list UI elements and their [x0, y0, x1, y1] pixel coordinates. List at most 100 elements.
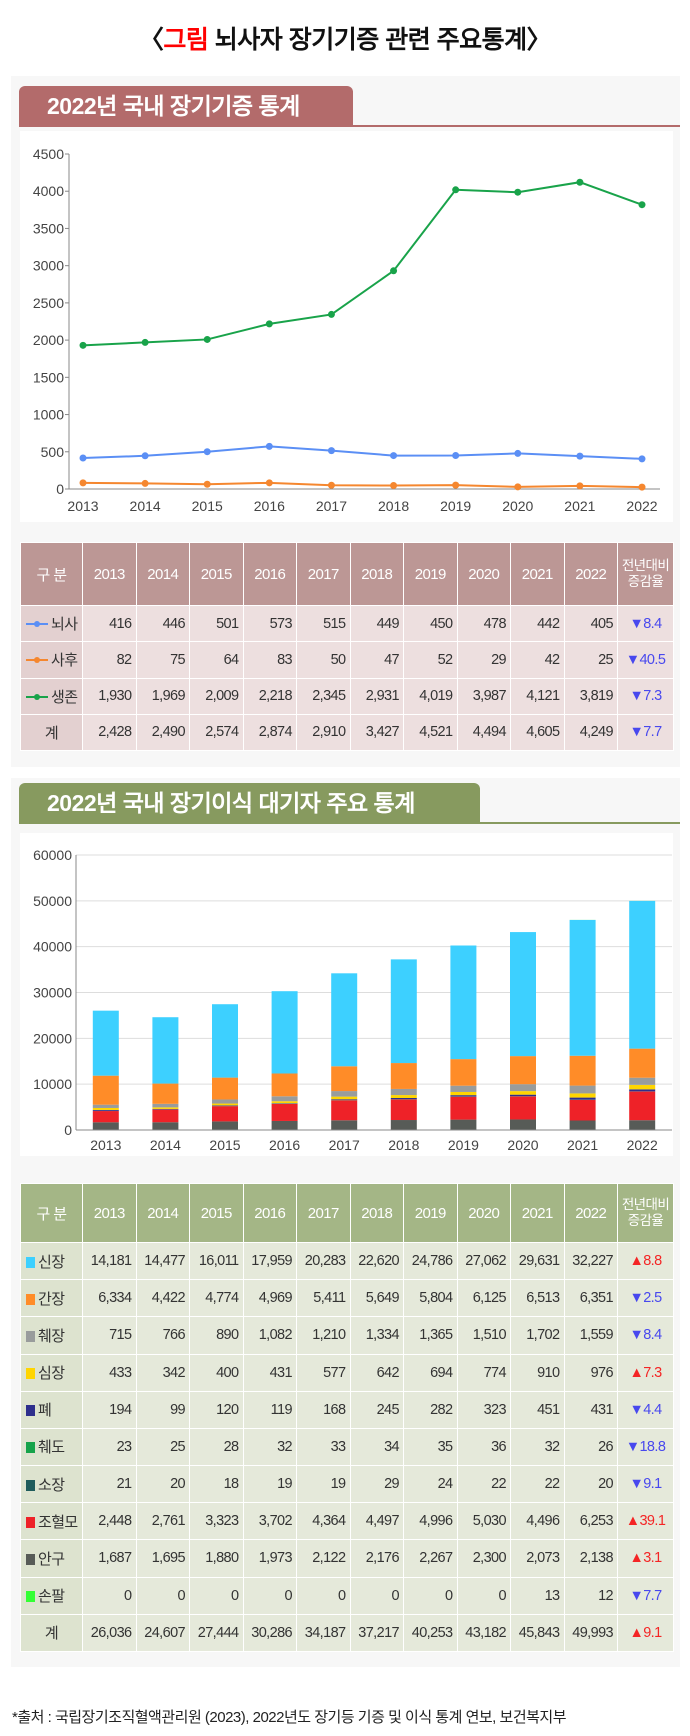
- bar-segment-간장: [331, 1066, 358, 1092]
- bar-segment-신장: [450, 945, 477, 1060]
- bar-segment-안구: [510, 1119, 536, 1130]
- triangle-down-icon: ▼: [629, 1327, 644, 1344]
- table-cell: 976: [563, 1353, 618, 1392]
- donation-line-chart: 0 500 1000 1500 2000 2500 3000 3500 4000 4500 2013…: [20, 131, 673, 522]
- table-header-row: 구 분 2013 2014 2015 2016 2017 2018 2019 2020 2021 2…: [20, 1183, 674, 1243]
- table-cell: 4,496: [510, 1502, 565, 1541]
- bar-segment-안구: [152, 1122, 179, 1130]
- table-cell: 4,494: [456, 713, 511, 752]
- x-tick-label: 2020: [502, 498, 533, 514]
- data-point: [514, 188, 522, 196]
- table-cell: 1,969: [135, 677, 190, 715]
- data-point: [514, 483, 522, 491]
- column-header: 2013: [82, 1183, 137, 1243]
- x-tick-label: 2018: [378, 498, 409, 514]
- table-cell: 119: [242, 1390, 297, 1429]
- bar-segment-췌장: [152, 1103, 179, 1108]
- table-cell: 6,253: [563, 1502, 618, 1541]
- data-point: [141, 452, 149, 460]
- row-label-text: 계: [44, 724, 59, 742]
- triangle-down-icon: ▼: [629, 688, 644, 705]
- table-cell: 6,351: [563, 1279, 618, 1318]
- y-tick-label: 10000: [33, 1076, 72, 1092]
- legend-square-icon: [26, 1293, 35, 1305]
- change-rate-value: 39.1: [639, 1513, 666, 1530]
- y-tick-label: 1000: [33, 407, 64, 423]
- table-cell: 2,176: [349, 1539, 404, 1578]
- change-rate-value: 7.7: [643, 724, 662, 741]
- x-tick-label: 2016: [254, 498, 285, 514]
- row-label-text: 췌도: [38, 1439, 65, 1457]
- table-cell: 1,510: [456, 1316, 511, 1355]
- table-cell: 3,987: [456, 677, 511, 715]
- bar-segment-췌장: [331, 1091, 358, 1097]
- tab-divider: [19, 125, 680, 127]
- change-rate-value: 8.4: [643, 1327, 662, 1344]
- triangle-down-icon: ▼: [629, 1401, 644, 1418]
- bar-segment-조혈모: [450, 1096, 477, 1120]
- table-cell: 34: [349, 1427, 404, 1467]
- row-label: 심장: [20, 1353, 83, 1392]
- table-cell: 715: [82, 1316, 137, 1355]
- data-point: [576, 482, 584, 490]
- triangle-up-icon: ▲: [629, 1624, 644, 1641]
- change-rate-cell: ▼18.8: [617, 1427, 674, 1467]
- x-tick-label: 2014: [150, 1137, 181, 1153]
- table-cell: 515: [296, 604, 351, 643]
- table-cell: 33: [296, 1427, 351, 1467]
- change-rate-cell: ▼2.5: [617, 1279, 674, 1318]
- table-cell: 3,323: [189, 1502, 244, 1541]
- bar-segment-폐: [450, 1095, 477, 1097]
- table-cell: 577: [296, 1353, 351, 1392]
- table-cell: 43,182: [456, 1613, 511, 1653]
- table-cell: 4,996: [403, 1502, 458, 1541]
- bar-segment-폐: [390, 1098, 417, 1100]
- y-tick-label: 50000: [33, 893, 72, 909]
- column-header: 2017: [296, 542, 351, 606]
- triangle-down-icon: ▼: [629, 615, 644, 632]
- table-cell: 4,249: [563, 713, 618, 752]
- table-cell: 478: [456, 604, 511, 643]
- bar-segment-심장: [450, 1091, 477, 1096]
- table-cell: 1,365: [403, 1316, 458, 1355]
- table-cell: 40,253: [403, 1613, 458, 1653]
- row-label: 조혈모: [20, 1502, 83, 1541]
- table-cell: 400: [189, 1353, 244, 1392]
- triangle-down-icon: ▼: [629, 1290, 644, 1307]
- data-point: [79, 454, 87, 462]
- change-rate-value: 4.4: [643, 1401, 662, 1418]
- bar-segment-안구: [450, 1119, 477, 1130]
- bar-segment-간장: [390, 1063, 417, 1089]
- table-cell: 1,559: [563, 1316, 618, 1355]
- table-cell: 1,334: [349, 1316, 404, 1355]
- change-rate-cell: ▼9.1: [617, 1465, 674, 1504]
- table-cell: 26: [563, 1427, 618, 1467]
- bar-segment-폐: [331, 1099, 358, 1101]
- data-point: [452, 481, 460, 489]
- y-tick-label: 1500: [33, 369, 64, 385]
- waitlist-stacked-bar-chart: 0 10000 20000 30000 40000 50000 60000 2013 2014 2…: [20, 833, 673, 1156]
- change-rate-value: 7.3: [643, 688, 662, 705]
- table-cell: 0: [349, 1576, 404, 1615]
- table-cell: 32: [242, 1427, 297, 1467]
- bar-segment-심장: [331, 1096, 358, 1100]
- table-cell: 19: [296, 1465, 351, 1504]
- change-rate-cell: ▼7.3: [617, 677, 674, 715]
- table-cell: 573: [242, 604, 297, 643]
- table-cell: 28: [189, 1427, 244, 1467]
- table-cell: 2,931: [349, 677, 404, 715]
- y-tick-label: 0: [64, 1122, 72, 1138]
- table-cell: 2,574: [189, 713, 244, 752]
- table-cell: 774: [456, 1353, 511, 1392]
- table-row: 심장 433 342 400 431 577 642 694 774 910 976 ▲7.3: [20, 1353, 674, 1392]
- x-tick-label: 2016: [269, 1137, 300, 1153]
- table-cell: 13: [510, 1576, 565, 1615]
- table-cell: 1,702: [510, 1316, 565, 1355]
- row-label: 소장: [20, 1465, 83, 1504]
- row-label-text: 폐: [38, 1402, 52, 1420]
- table-cell: 4,121: [510, 677, 565, 715]
- table-cell: 23: [82, 1427, 137, 1467]
- table-cell: 6,125: [456, 1279, 511, 1318]
- x-tick-label: 2013: [67, 498, 98, 514]
- table-cell: 29,631: [510, 1241, 565, 1281]
